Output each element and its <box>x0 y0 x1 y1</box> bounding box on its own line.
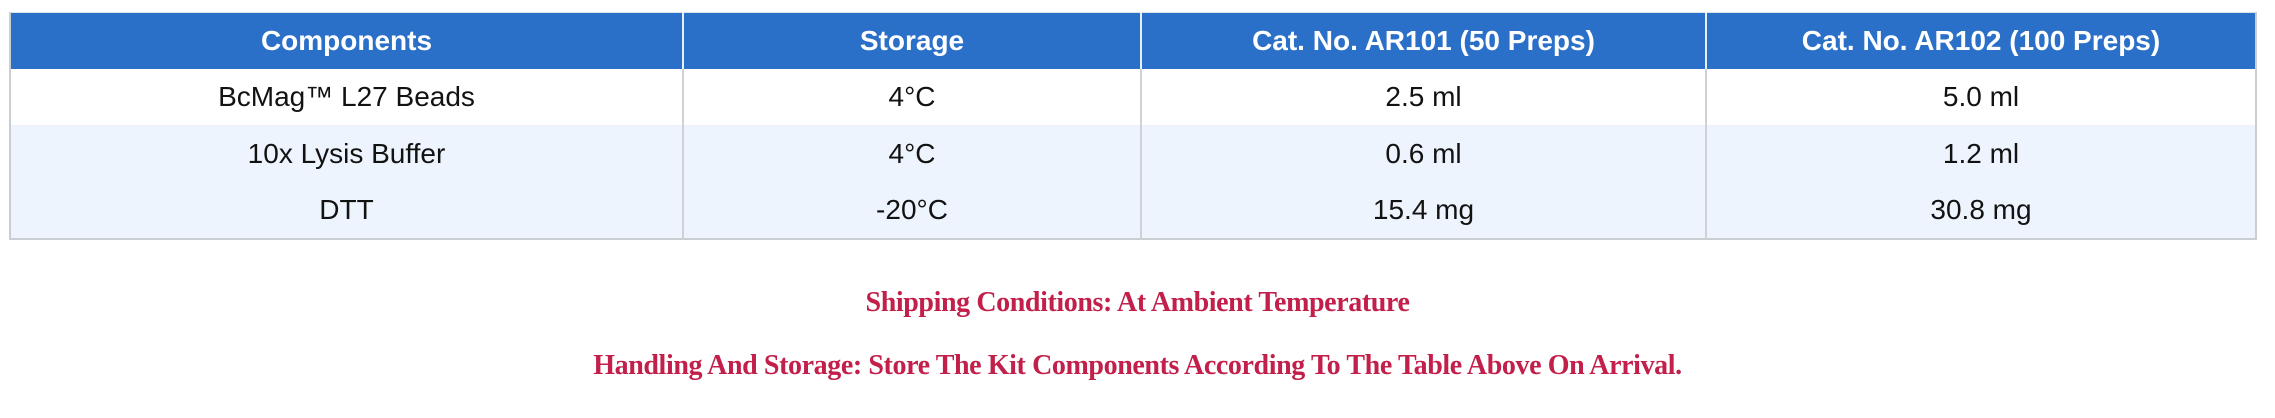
kit-components-table-container: Components Storage Cat. No. AR101 (50 Pr… <box>9 12 2257 240</box>
cell-ar101: 15.4 mg <box>1141 182 1707 239</box>
cell-ar101: 2.5 ml <box>1141 69 1707 126</box>
notes-section: Shipping Conditions: At Ambient Temperat… <box>0 240 2275 383</box>
cell-component: DTT <box>10 182 684 239</box>
column-header-ar102: Cat. No. AR102 (100 Preps) <box>1706 12 2256 69</box>
cell-storage: -20°C <box>683 182 1142 239</box>
column-header-storage: Storage <box>683 12 1142 69</box>
cell-storage: 4°C <box>683 125 1142 182</box>
column-header-components: Components <box>10 12 684 69</box>
cell-ar101: 0.6 ml <box>1141 125 1707 182</box>
table-row: BcMag™ L27 Beads 4°C 2.5 ml 5.0 ml <box>10 69 2256 126</box>
cell-ar102: 5.0 ml <box>1706 69 2256 126</box>
table-row: DTT -20°C 15.4 mg 30.8 mg <box>10 182 2256 239</box>
table-header-row: Components Storage Cat. No. AR101 (50 Pr… <box>10 12 2256 69</box>
column-header-ar101: Cat. No. AR101 (50 Preps) <box>1141 12 1707 69</box>
handling-storage-note: Handling And Storage: Store The Kit Comp… <box>593 350 1682 381</box>
table-row: 10x Lysis Buffer 4°C 0.6 ml 1.2 ml <box>10 125 2256 182</box>
cell-ar102: 30.8 mg <box>1706 182 2256 239</box>
cell-storage: 4°C <box>683 69 1142 126</box>
cell-ar102: 1.2 ml <box>1706 125 2256 182</box>
cell-component: BcMag™ L27 Beads <box>10 69 684 126</box>
shipping-conditions-note: Shipping Conditions: At Ambient Temperat… <box>865 287 1410 318</box>
cell-component: 10x Lysis Buffer <box>10 125 684 182</box>
kit-components-table: Components Storage Cat. No. AR101 (50 Pr… <box>9 12 2257 240</box>
